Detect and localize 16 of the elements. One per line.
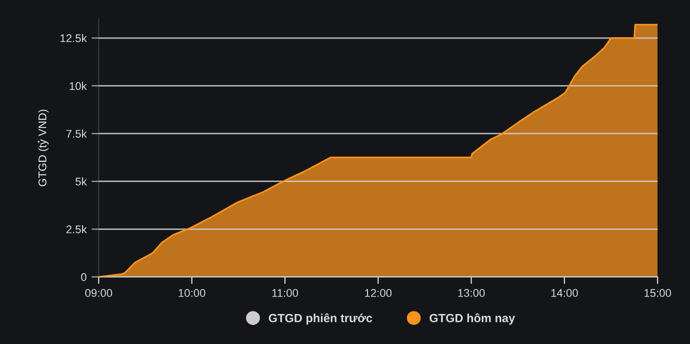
x-tick-label: 12:00 <box>365 289 392 297</box>
y-tick-label: 10k <box>70 82 87 90</box>
x-tick-label: 10:00 <box>178 289 206 297</box>
y-tick-label: 2.5k <box>66 225 87 234</box>
y-tick-label: 7.5k <box>66 130 87 138</box>
y-axis-title: GTGD (tỷ VND) <box>38 110 49 186</box>
x-tick-label: 14:00 <box>551 289 578 297</box>
legend-label: GTGD phiên trước <box>268 313 372 325</box>
x-tick-label: 11:00 <box>272 289 298 297</box>
x-tick-label: 13:00 <box>458 289 485 297</box>
legend-label: GTGD hôm nay <box>430 313 516 325</box>
x-tick-label: 15:00 <box>644 289 672 297</box>
y-tick-label: 12.5k <box>60 34 87 42</box>
y-tick-label: 0 <box>81 273 86 282</box>
y-tick-label: 5k <box>76 177 87 186</box>
x-tick-label: 09:00 <box>85 289 112 297</box>
